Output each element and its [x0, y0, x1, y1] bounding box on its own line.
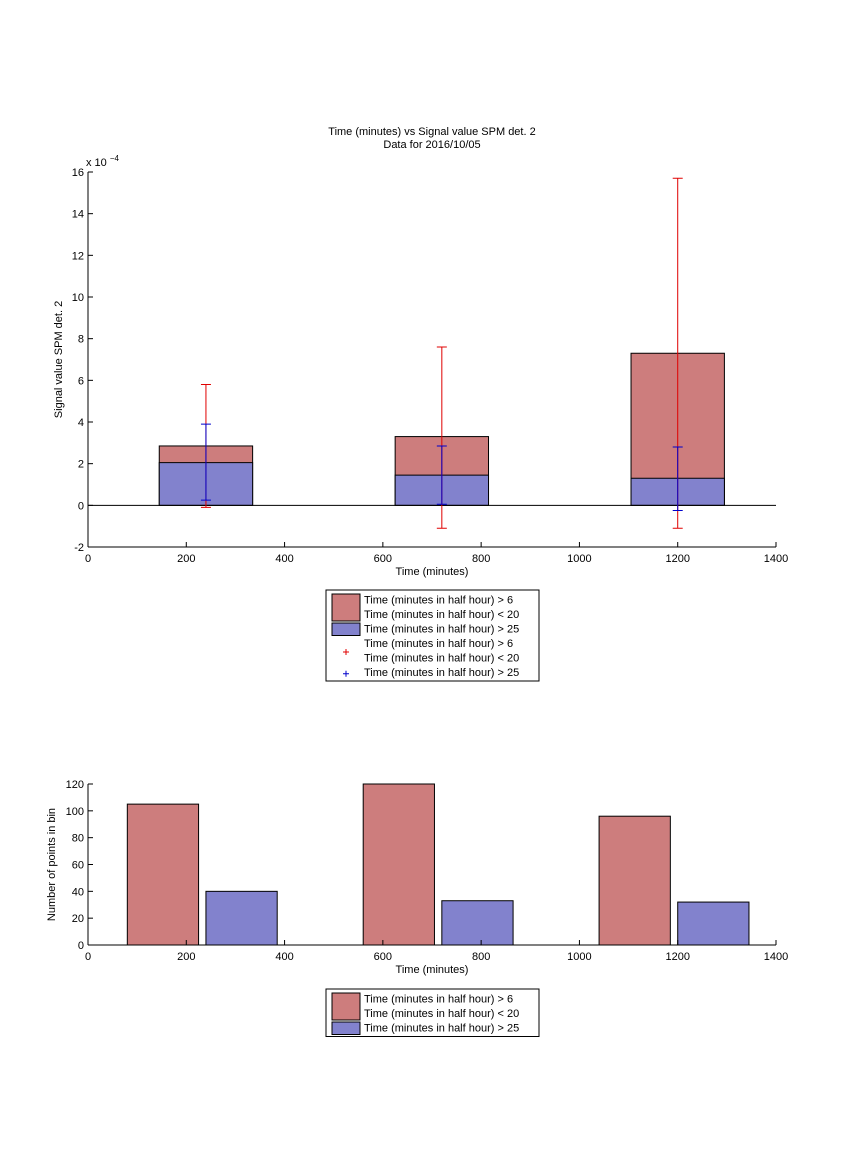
x-tick-label: 1000	[567, 553, 591, 565]
y-exponent-label: x 10 −4	[86, 154, 120, 169]
y-tick-label: 16	[72, 167, 84, 179]
x-axis-label: Time (minutes)	[396, 566, 469, 578]
legend-label: Time (minutes in half hour) > 25	[364, 624, 519, 636]
x-tick-label: 1400	[764, 553, 788, 565]
legend-label: Time (minutes in half hour) > 6	[364, 994, 513, 1006]
legend-swatch	[331, 593, 361, 622]
legend-marker	[343, 670, 349, 677]
legend-swatch	[331, 622, 361, 636]
x-tick-label: 600	[374, 553, 392, 565]
x-tick-label: 200	[177, 553, 195, 565]
signal-chart-legend: Time (minutes in half hour) > 6 Time (min…	[325, 589, 540, 682]
y-tick-label: 6	[78, 375, 84, 387]
bar-blue	[441, 900, 514, 946]
x-tick-label: 1200	[665, 553, 689, 565]
legend-box	[325, 589, 540, 682]
legend-swatch	[331, 1021, 361, 1035]
y-tick-label: 10	[72, 292, 84, 304]
y-tick-label: 12	[72, 250, 84, 262]
legend-label: Time (minutes in half hour) < 20	[364, 609, 519, 621]
bar-red	[598, 815, 671, 946]
legend-swatch	[331, 992, 361, 1021]
y-tick-label: 0	[78, 940, 84, 952]
chart-title: Time (minutes) vs Signal value SPM det. …	[328, 126, 535, 138]
y-axis-label: Number of points in bin	[46, 808, 58, 921]
x-tick-label: 1200	[665, 951, 689, 963]
x-tick-label: 400	[275, 951, 293, 963]
y-tick-label: 40	[72, 886, 84, 898]
errorbar-blue	[672, 446, 683, 512]
y-tick-label: 120	[66, 779, 84, 791]
x-tick-label: 200	[177, 951, 195, 963]
y-tick-label: 4	[78, 417, 84, 429]
x-tick-label: 600	[374, 951, 392, 963]
bar-blue	[205, 890, 278, 946]
legend-box	[325, 988, 540, 1037]
count-chart: 0 200 400 600 800 1000 1200 1400 0 20 40 60 80 100 120…	[46, 779, 788, 976]
x-axis-label: Time (minutes)	[396, 964, 469, 976]
y-tick-label: 20	[72, 913, 84, 925]
errorbar-group	[200, 177, 683, 529]
x-tick-label: 1000	[567, 951, 591, 963]
y-tick-label: -2	[74, 542, 84, 554]
y-tick-label: 80	[72, 833, 84, 845]
y-tick-label: 14	[72, 209, 84, 221]
legend-marker	[343, 649, 349, 655]
y-tick-label: 2	[78, 459, 84, 471]
y-tick-label: 60	[72, 860, 84, 872]
legend-label: Time (minutes in half hour) > 25	[364, 1023, 519, 1035]
x-tick-label: 800	[472, 553, 490, 565]
legend-label: Time (minutes in half hour) < 20	[364, 1008, 519, 1020]
legend-label: Time (minutes in half hour) > 6	[364, 595, 513, 607]
bar-blue	[677, 901, 750, 946]
signal-chart: Time (minutes) vs Signal value SPM det. …	[53, 126, 788, 578]
legend-label: Time (minutes in half hour) > 6	[364, 638, 513, 650]
x-tick-label: 0	[85, 951, 91, 963]
y-tick-label: 0	[78, 500, 84, 512]
x-tick-label: 800	[472, 951, 490, 963]
y-axis-label: Signal value SPM det. 2	[53, 301, 65, 418]
legend-label: Time (minutes in half hour) < 20	[364, 653, 519, 665]
count-chart-legend: Time (minutes in half hour) > 6 Time (min…	[325, 988, 540, 1037]
y-tick-label: 100	[66, 806, 84, 818]
chart-subtitle: Data for 2016/10/05	[383, 139, 480, 151]
x-tick-label: 0	[85, 553, 91, 565]
bar-red	[362, 783, 435, 946]
legend-label: Time (minutes in half hour) > 25	[364, 667, 519, 679]
x-tick-label: 400	[275, 553, 293, 565]
x-tick-label: 1400	[764, 951, 788, 963]
errorbar-blue	[436, 445, 447, 505]
y-tick-label: 8	[78, 334, 84, 346]
bar-red	[126, 803, 200, 946]
errorbar-blue	[200, 423, 211, 501]
bar-group	[126, 783, 750, 946]
